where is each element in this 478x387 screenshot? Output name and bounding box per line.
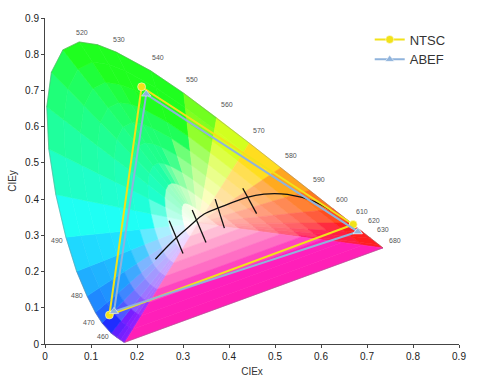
svg-text:480: 480 — [71, 292, 83, 299]
svg-text:520: 520 — [76, 29, 88, 36]
svg-text:0: 0 — [33, 339, 39, 350]
svg-text:0.1: 0.1 — [84, 351, 98, 362]
svg-text:530: 530 — [113, 36, 125, 43]
svg-text:490: 490 — [51, 237, 63, 244]
svg-text:0.9: 0.9 — [452, 351, 466, 362]
svg-text:0.7: 0.7 — [360, 351, 374, 362]
svg-text:0.6: 0.6 — [25, 121, 39, 132]
svg-text:560: 560 — [221, 101, 233, 108]
svg-text:550: 550 — [186, 76, 198, 83]
svg-text:0.6: 0.6 — [314, 351, 328, 362]
svg-text:ABEF: ABEF — [410, 52, 444, 67]
svg-text:470: 470 — [83, 319, 95, 326]
svg-text:0.3: 0.3 — [176, 351, 190, 362]
svg-text:610: 610 — [356, 208, 368, 215]
svg-text:CIEx: CIEx — [241, 366, 263, 377]
svg-text:0.8: 0.8 — [406, 351, 420, 362]
svg-text:460: 460 — [97, 333, 109, 340]
svg-text:620: 620 — [368, 217, 380, 224]
svg-text:590: 590 — [313, 176, 325, 183]
svg-text:570: 570 — [253, 127, 265, 134]
svg-text:630: 630 — [377, 226, 389, 233]
svg-text:540: 540 — [152, 54, 164, 61]
svg-text:600: 600 — [336, 196, 348, 203]
svg-text:CIEy: CIEy — [7, 170, 18, 192]
svg-text:NTSC: NTSC — [410, 33, 445, 48]
svg-text:0.2: 0.2 — [25, 266, 39, 277]
svg-text:0.2: 0.2 — [130, 351, 144, 362]
svg-text:0.9: 0.9 — [25, 13, 39, 24]
svg-text:0.5: 0.5 — [25, 157, 39, 168]
svg-text:0.1: 0.1 — [25, 302, 39, 313]
svg-text:0.5: 0.5 — [268, 351, 282, 362]
svg-text:580: 580 — [285, 152, 297, 159]
svg-text:0.4: 0.4 — [222, 351, 236, 362]
svg-text:0.3: 0.3 — [25, 230, 39, 241]
svg-text:680: 680 — [389, 237, 401, 244]
svg-text:0.8: 0.8 — [25, 49, 39, 60]
svg-text:0: 0 — [42, 351, 48, 362]
svg-text:0.7: 0.7 — [25, 85, 39, 96]
svg-text:0.4: 0.4 — [25, 194, 39, 205]
